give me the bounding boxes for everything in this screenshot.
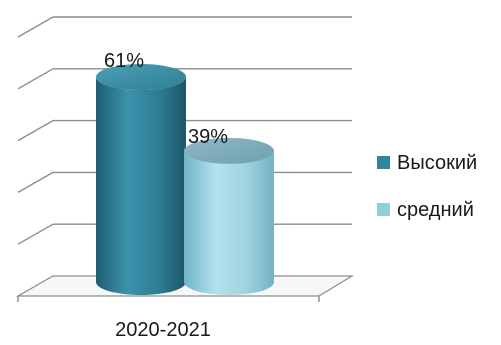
gridline-wall [17, 68, 54, 90]
gridline-wall [17, 119, 54, 142]
legend-swatch [377, 156, 390, 169]
gridline-wall [17, 16, 54, 38]
bar-top [96, 64, 186, 90]
bar-vysokiy [96, 64, 186, 295]
gridline-wall [17, 171, 54, 194]
bar-body [96, 77, 186, 295]
bar-top [184, 137, 274, 164]
bar-sredniy [184, 137, 274, 295]
legend-item: средний [377, 199, 474, 221]
legend-item: Высокий [377, 152, 477, 174]
category-label: 2020-2021 [115, 319, 211, 341]
gridline-wall [17, 223, 54, 245]
legend-label: Высокий [397, 152, 477, 174]
category-axis: 2020-2021 [115, 319, 211, 341]
data-label: 61% [104, 50, 144, 72]
data-labels: 61% 39% [104, 50, 228, 148]
legend-swatch [377, 203, 390, 216]
data-label: 39% [188, 126, 228, 148]
bars-layer [96, 64, 274, 295]
legend-label: средний [397, 199, 474, 221]
bar-body [184, 150, 274, 295]
legend: Высокий средний [377, 152, 477, 221]
